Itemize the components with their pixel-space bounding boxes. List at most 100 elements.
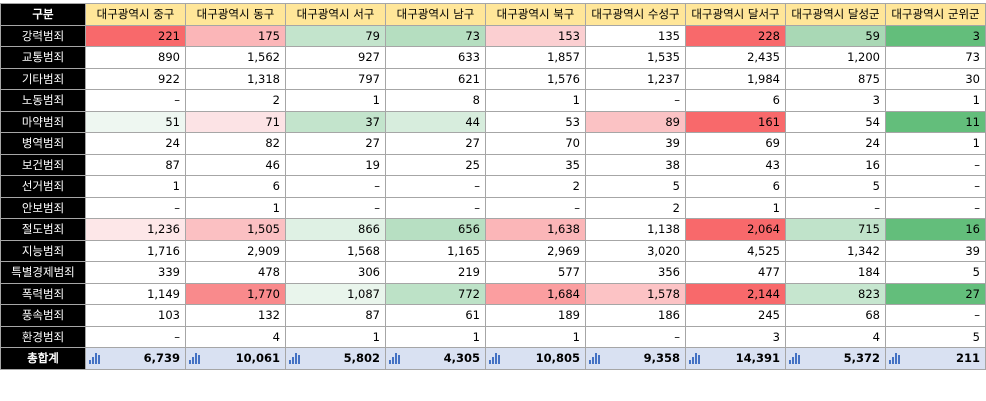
table-cell[interactable]: 51 (85, 110, 186, 133)
table-cell[interactable]: 1,568 (285, 239, 386, 262)
table-cell[interactable]: 16 (885, 218, 986, 241)
table-cell[interactable]: 8 (385, 89, 486, 112)
table-cell[interactable]: 4 (185, 325, 286, 348)
table-cell[interactable]: 1,505 (185, 218, 286, 241)
total-cell[interactable]: 6,739 (85, 347, 186, 370)
table-cell[interactable]: 43 (685, 153, 786, 176)
table-cell[interactable]: 221 (85, 24, 186, 47)
table-cell[interactable]: 1 (285, 89, 386, 112)
total-cell[interactable]: 5,802 (285, 347, 386, 370)
table-cell[interactable]: 922 (85, 67, 186, 90)
table-cell[interactable]: – (785, 196, 886, 219)
table-cell[interactable]: 5 (885, 261, 986, 284)
column-header[interactable]: 대구광역시 수성구 (585, 3, 686, 26)
table-cell[interactable]: 1,200 (785, 46, 886, 69)
table-cell[interactable]: 1,087 (285, 282, 386, 305)
table-cell[interactable]: 132 (185, 304, 286, 327)
table-cell[interactable]: 2 (185, 89, 286, 112)
table-cell[interactable]: 59 (785, 24, 886, 47)
table-cell[interactable]: 89 (585, 110, 686, 133)
total-cell[interactable]: 14,391 (685, 347, 786, 370)
table-cell[interactable]: 875 (785, 67, 886, 90)
column-header[interactable]: 대구광역시 서구 (285, 3, 386, 26)
table-cell[interactable]: 135 (585, 24, 686, 47)
table-cell[interactable]: 5 (585, 175, 686, 198)
table-cell[interactable]: 1,857 (485, 46, 586, 69)
table-cell[interactable]: 39 (585, 132, 686, 155)
table-cell[interactable]: 1,684 (485, 282, 586, 305)
column-header[interactable]: 대구광역시 달서구 (685, 3, 786, 26)
table-cell[interactable]: – (285, 175, 386, 198)
table-cell[interactable]: 27 (385, 132, 486, 155)
row-header[interactable]: 강력범죄 (0, 24, 86, 47)
table-cell[interactable]: 2 (485, 175, 586, 198)
table-cell[interactable]: 79 (285, 24, 386, 47)
table-cell[interactable]: 71 (185, 110, 286, 133)
corner-header[interactable]: 구분 (0, 3, 86, 26)
table-cell[interactable]: 87 (85, 153, 186, 176)
table-cell[interactable]: 1,716 (85, 239, 186, 262)
column-header[interactable]: 대구광역시 군위군 (885, 3, 986, 26)
table-cell[interactable]: 87 (285, 304, 386, 327)
row-header[interactable]: 보건범죄 (0, 153, 86, 176)
table-cell[interactable]: 1 (185, 196, 286, 219)
table-cell[interactable]: 1,149 (85, 282, 186, 305)
table-cell[interactable]: 4 (785, 325, 886, 348)
table-cell[interactable]: 37 (285, 110, 386, 133)
table-cell[interactable]: 1,576 (485, 67, 586, 90)
table-cell[interactable]: 1,318 (185, 67, 286, 90)
table-cell[interactable]: 184 (785, 261, 886, 284)
table-cell[interactable]: 1 (485, 325, 586, 348)
table-cell[interactable]: – (385, 196, 486, 219)
table-cell[interactable]: 19 (285, 153, 386, 176)
table-cell[interactable]: 61 (385, 304, 486, 327)
table-cell[interactable]: 24 (85, 132, 186, 155)
table-cell[interactable]: 103 (85, 304, 186, 327)
table-cell[interactable]: 16 (785, 153, 886, 176)
table-cell[interactable]: 1,342 (785, 239, 886, 262)
table-cell[interactable]: 73 (385, 24, 486, 47)
table-cell[interactable]: 39 (885, 239, 986, 262)
table-cell[interactable]: 6 (685, 89, 786, 112)
column-header[interactable]: 대구광역시 북구 (485, 3, 586, 26)
table-cell[interactable]: 82 (185, 132, 286, 155)
table-cell[interactable]: 656 (385, 218, 486, 241)
table-cell[interactable]: 24 (785, 132, 886, 155)
table-cell[interactable]: 5 (785, 175, 886, 198)
table-cell[interactable]: 339 (85, 261, 186, 284)
table-cell[interactable]: 2,064 (685, 218, 786, 241)
row-header[interactable]: 환경범죄 (0, 325, 86, 348)
table-cell[interactable]: – (85, 325, 186, 348)
table-cell[interactable]: 1,770 (185, 282, 286, 305)
table-cell[interactable]: 1,236 (85, 218, 186, 241)
row-header[interactable]: 교통범죄 (0, 46, 86, 69)
table-cell[interactable]: 1 (85, 175, 186, 198)
table-cell[interactable]: – (85, 89, 186, 112)
table-cell[interactable]: 27 (885, 282, 986, 305)
row-header[interactable]: 노동범죄 (0, 89, 86, 112)
table-cell[interactable]: 1,165 (385, 239, 486, 262)
column-header[interactable]: 대구광역시 남구 (385, 3, 486, 26)
table-cell[interactable]: 1 (285, 325, 386, 348)
table-cell[interactable]: 46 (185, 153, 286, 176)
table-cell[interactable]: 477 (685, 261, 786, 284)
table-cell[interactable]: 245 (685, 304, 786, 327)
table-cell[interactable]: 161 (685, 110, 786, 133)
table-cell[interactable]: 1 (685, 196, 786, 219)
table-cell[interactable]: 44 (385, 110, 486, 133)
row-header[interactable]: 안보범죄 (0, 196, 86, 219)
row-header[interactable]: 선거범죄 (0, 175, 86, 198)
table-cell[interactable]: – (385, 175, 486, 198)
row-header[interactable]: 풍속범죄 (0, 304, 86, 327)
table-cell[interactable]: 1,237 (585, 67, 686, 90)
table-cell[interactable]: 1,984 (685, 67, 786, 90)
table-cell[interactable]: 866 (285, 218, 386, 241)
row-header[interactable]: 기타범죄 (0, 67, 86, 90)
table-cell[interactable]: 823 (785, 282, 886, 305)
table-cell[interactable]: 306 (285, 261, 386, 284)
column-header[interactable]: 대구광역시 중구 (85, 3, 186, 26)
total-cell[interactable]: 10,061 (185, 347, 286, 370)
table-cell[interactable]: 189 (485, 304, 586, 327)
table-cell[interactable]: 2,909 (185, 239, 286, 262)
table-cell[interactable]: 6 (185, 175, 286, 198)
